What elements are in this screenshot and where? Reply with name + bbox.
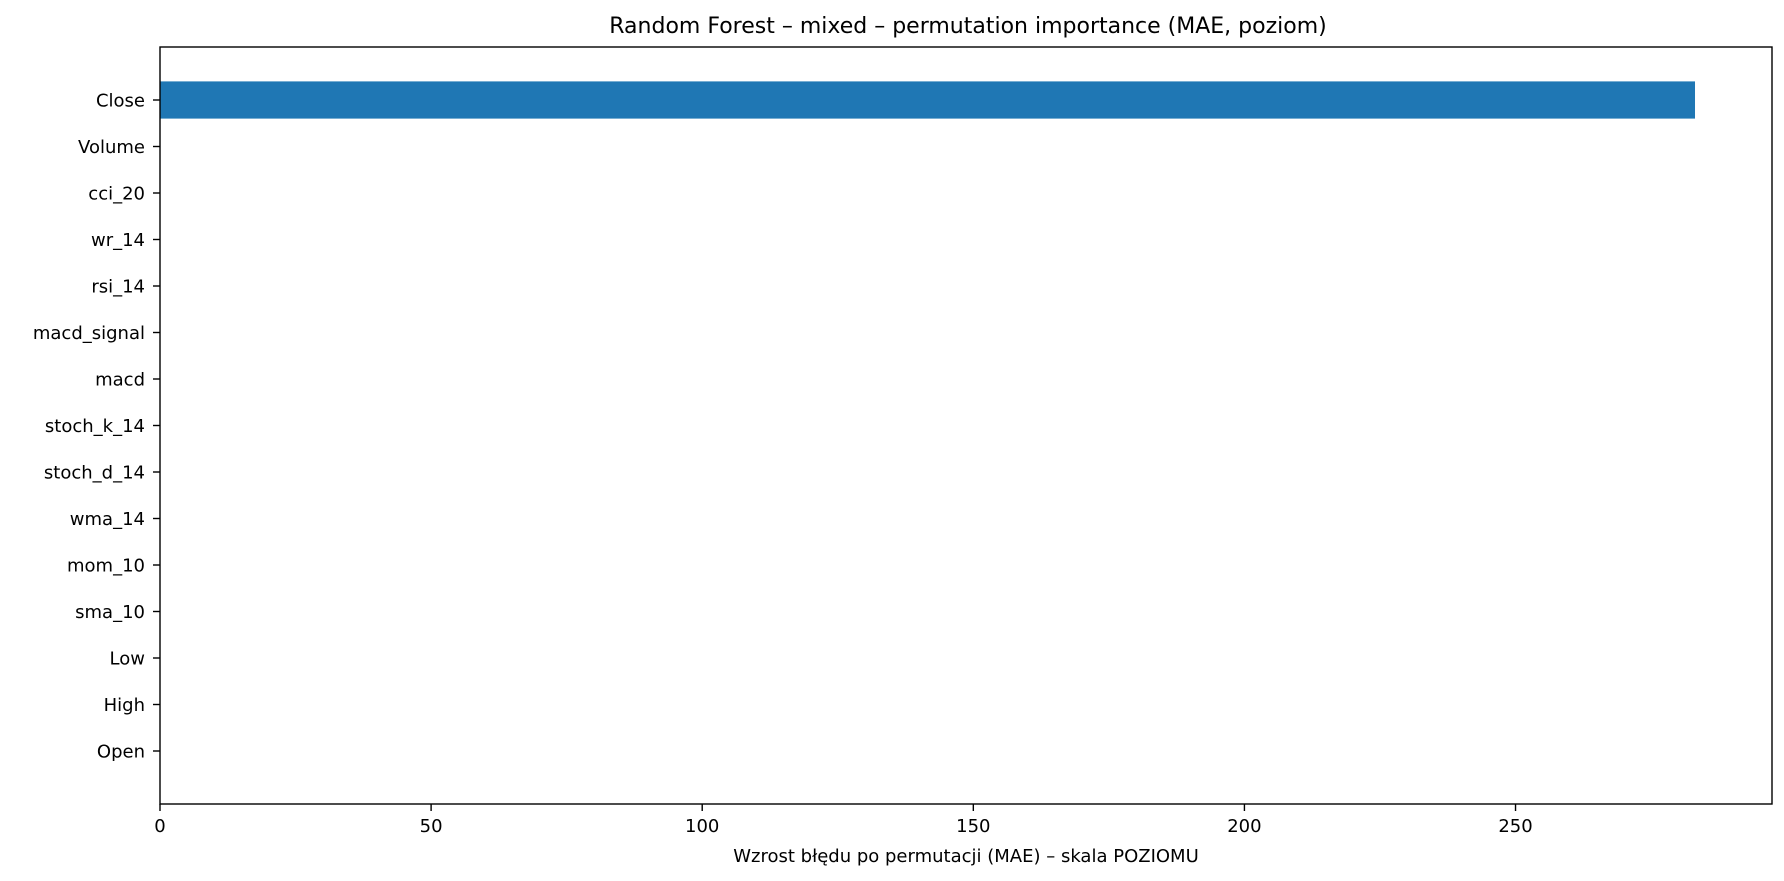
bar-close	[160, 81, 1696, 119]
y-tick-label: macd	[95, 370, 145, 391]
x-tick-label: 200	[1227, 816, 1261, 837]
y-tick-label: High	[104, 695, 145, 716]
y-tick-label: wr_14	[91, 230, 145, 251]
y-tick-label: stoch_k_14	[45, 416, 145, 437]
y-tick-label: sma_10	[75, 602, 145, 623]
x-tick-label: 250	[1498, 816, 1532, 837]
chart-title: Random Forest – mixed – permutation impo…	[609, 14, 1326, 39]
x-tick-label: 150	[956, 816, 990, 837]
plot-area: Close Volume cci_20 wr_14 rsi_14 macd_signalm…	[33, 81, 1696, 837]
x-tick-label: 0	[154, 816, 165, 837]
y-tick-label: Low	[110, 649, 145, 670]
y-tick-label: Open	[97, 742, 145, 763]
x-tick-label: 100	[685, 816, 719, 837]
y-tick-label: Volume	[78, 137, 145, 158]
y-tick-label: cci_20	[88, 184, 145, 205]
x-axis-label: Wzrost błędu po permutacji (MAE) – skala…	[733, 846, 1199, 867]
y-tick-label: mom_10	[67, 556, 145, 577]
y-tick-label: macd_signal	[33, 323, 145, 344]
y-tick-label: stoch_d_14	[44, 463, 145, 484]
plot-frame	[159, 46, 1773, 805]
y-tick-label: wma_14	[70, 509, 145, 530]
y-tick-label: Close	[96, 91, 145, 112]
x-tick-label: 50	[420, 816, 443, 837]
y-tick-label: rsi_14	[91, 277, 145, 298]
